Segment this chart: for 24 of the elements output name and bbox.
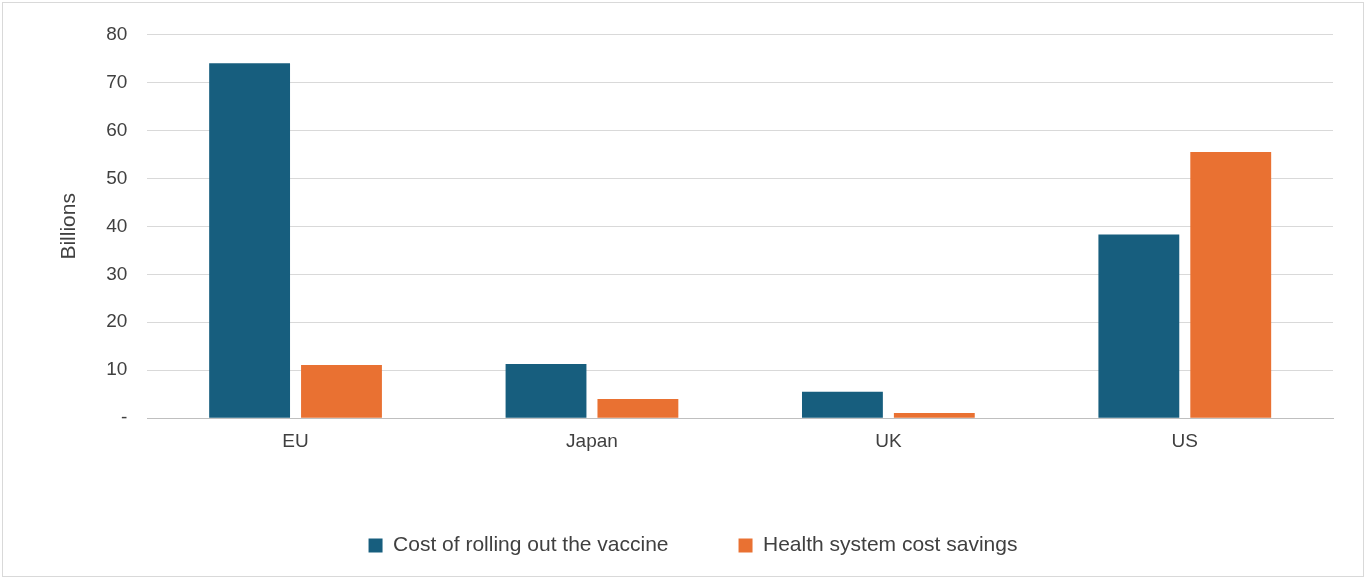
x-tick-label: UK [875, 429, 902, 451]
y-tick-label: 30 [106, 262, 128, 284]
legend-label: Cost of rolling out the vaccine [393, 532, 669, 556]
bar [209, 63, 291, 418]
bar [597, 399, 679, 418]
x-tick-label: US [1171, 429, 1198, 451]
legend-label: Health system cost savings [763, 532, 1018, 556]
x-tick-label: EU [282, 429, 309, 451]
y-tick-label: 50 [106, 166, 128, 188]
y-tick-label: 20 [106, 310, 128, 332]
y-tick-label: 80 [106, 22, 128, 44]
bar [301, 364, 382, 418]
y-tick-label: 40 [106, 214, 128, 236]
y-axis-title: Billions [56, 193, 80, 260]
y-tick-label: - [121, 406, 128, 428]
bar [802, 391, 883, 418]
y-tick-label: 10 [106, 358, 128, 380]
bar [1098, 234, 1180, 418]
bar [505, 363, 587, 418]
y-tick-label: 70 [106, 70, 128, 92]
bar [893, 412, 975, 418]
y-tick-label: 60 [106, 118, 128, 140]
bar [1190, 151, 1272, 418]
x-tick-label: Japan [566, 429, 618, 451]
